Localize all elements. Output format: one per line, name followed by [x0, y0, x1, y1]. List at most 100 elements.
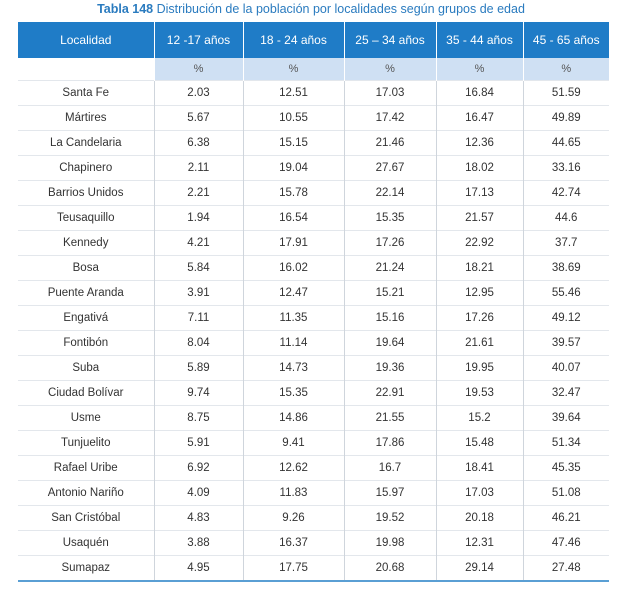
table-title: Distribución de la población por localid…	[156, 2, 525, 16]
percentage-cell: 42.74	[522, 180, 609, 206]
percentage-cell: 17.26	[435, 305, 523, 331]
locality-name-cell: La Candelaria	[18, 130, 154, 156]
header-row: Localidad 12 -17 años 18 - 24 años 25 – …	[18, 22, 609, 58]
table-row: Kennedy 4.21 17.91 17.26 22.92 37.7	[18, 230, 609, 256]
percentage-cell: 17.75	[242, 555, 344, 582]
percentage-cell: 12.95	[435, 280, 523, 306]
percentage-cell: 19.36	[343, 355, 436, 381]
table-row: Puente Aranda 3.91 12.47 15.21 12.95 55.46	[18, 280, 609, 306]
table-row: La Candelaria 6.38 15.15 21.46 12.36 44.65	[18, 130, 609, 156]
percentage-cell: 4.83	[153, 505, 243, 531]
percentage-cell: 46.21	[522, 505, 609, 531]
percentage-cell: 22.14	[343, 180, 436, 206]
column-header-12-17: 12 -17 años	[153, 22, 243, 58]
unit-cell: %	[242, 58, 344, 81]
percentage-cell: 17.13	[435, 180, 523, 206]
percentage-cell: 12.51	[242, 80, 344, 106]
percentage-cell: 2.21	[153, 180, 243, 206]
percentage-cell: 8.04	[153, 330, 243, 356]
percentage-cell: 19.95	[435, 355, 523, 381]
percentage-cell: 37.7	[522, 230, 609, 256]
percentage-cell: 51.08	[522, 480, 609, 506]
unit-cell: %	[435, 58, 523, 81]
percentage-cell: 17.03	[343, 80, 436, 106]
locality-name-cell: Teusaquillo	[18, 205, 154, 231]
percentage-cell: 16.47	[435, 105, 523, 131]
percentage-cell: 21.24	[343, 255, 436, 281]
percentage-cell: 15.97	[343, 480, 436, 506]
locality-name-cell: Rafael Uribe	[18, 455, 154, 481]
percentage-cell: 16.7	[343, 455, 436, 481]
percentage-cell: 27.67	[343, 155, 436, 181]
percentage-cell: 11.83	[242, 480, 344, 506]
locality-name-cell: Fontibón	[18, 330, 154, 356]
percentage-cell: 6.92	[153, 455, 243, 481]
percentage-cell: 39.57	[522, 330, 609, 356]
percentage-cell: 9.26	[242, 505, 344, 531]
percentage-cell: 11.14	[242, 330, 344, 356]
percentage-cell: 5.67	[153, 105, 243, 131]
table-row: Usme 8.75 14.86 21.55 15.2 39.64	[18, 405, 609, 431]
percentage-cell: 11.35	[242, 305, 344, 331]
percentage-cell: 40.07	[522, 355, 609, 381]
percentage-cell: 17.42	[343, 105, 436, 131]
percentage-cell: 14.73	[242, 355, 344, 381]
column-header-localidad: Localidad	[18, 22, 154, 58]
table-row: San Cristóbal 4.83 9.26 19.52 20.18 46.21	[18, 505, 609, 531]
table-row: Santa Fe 2.03 12.51 17.03 16.84 51.59	[18, 80, 609, 106]
percentage-cell: 16.02	[242, 255, 344, 281]
percentage-cell: 7.11	[153, 305, 243, 331]
percentage-cell: 9.41	[242, 430, 344, 456]
percentage-cell: 19.04	[242, 155, 344, 181]
percentage-cell: 4.21	[153, 230, 243, 256]
unit-cell-blank	[18, 58, 154, 81]
locality-name-cell: Engativá	[18, 305, 154, 331]
percentage-cell: 19.98	[343, 530, 436, 556]
percentage-cell: 16.37	[242, 530, 344, 556]
percentage-cell: 2.11	[153, 155, 243, 181]
table-row: Antonio Nariño 4.09 11.83 15.97 17.03 51.08	[18, 480, 609, 506]
percentage-cell: 5.91	[153, 430, 243, 456]
percentage-cell: 20.18	[435, 505, 523, 531]
locality-name-cell: Kennedy	[18, 230, 154, 256]
percentage-cell: 51.34	[522, 430, 609, 456]
locality-name-cell: San Cristóbal	[18, 505, 154, 531]
locality-name-cell: Barrios Unidos	[18, 180, 154, 206]
column-header-35-44: 35 - 44 años	[435, 22, 523, 58]
table-row: Engativá 7.11 11.35 15.16 17.26 49.12	[18, 305, 609, 331]
locality-name-cell: Bosa	[18, 255, 154, 281]
locality-name-cell: Suba	[18, 355, 154, 381]
percentage-cell: 15.35	[343, 205, 436, 231]
percentage-cell: 18.41	[435, 455, 523, 481]
percentage-cell: 16.84	[435, 80, 523, 106]
percentage-cell: 15.35	[242, 380, 344, 406]
percentage-cell: 6.38	[153, 130, 243, 156]
table-row: Ciudad Bolívar 9.74 15.35 22.91 19.53 32.47	[18, 380, 609, 406]
percentage-cell: 44.65	[522, 130, 609, 156]
population-table: Localidad 12 -17 años 18 - 24 años 25 – …	[18, 22, 609, 582]
percentage-cell: 3.91	[153, 280, 243, 306]
locality-name-cell: Ciudad Bolívar	[18, 380, 154, 406]
table-row: Teusaquillo 1.94 16.54 15.35 21.57 44.6	[18, 205, 609, 231]
unit-cell: %	[343, 58, 436, 81]
table-row: Mártires 5.67 10.55 17.42 16.47 49.89	[18, 105, 609, 131]
table-row: Usaquén 3.88 16.37 19.98 12.31 47.46	[18, 530, 609, 556]
percentage-cell: 22.91	[343, 380, 436, 406]
percentage-cell: 18.02	[435, 155, 523, 181]
locality-name-cell: Sumapaz	[18, 555, 154, 582]
percentage-cell: 15.48	[435, 430, 523, 456]
column-header-25-34: 25 – 34 años	[343, 22, 436, 58]
locality-name-cell: Chapinero	[18, 155, 154, 181]
percentage-cell: 5.84	[153, 255, 243, 281]
percentage-cell: 12.47	[242, 280, 344, 306]
locality-name-cell: Puente Aranda	[18, 280, 154, 306]
percentage-cell: 12.36	[435, 130, 523, 156]
percentage-cell: 21.55	[343, 405, 436, 431]
percentage-cell: 27.48	[522, 555, 609, 582]
percentage-cell: 47.46	[522, 530, 609, 556]
percentage-cell: 19.53	[435, 380, 523, 406]
percentage-cell: 4.95	[153, 555, 243, 582]
percentage-cell: 3.88	[153, 530, 243, 556]
percentage-cell: 2.03	[153, 80, 243, 106]
locality-name-cell: Usme	[18, 405, 154, 431]
